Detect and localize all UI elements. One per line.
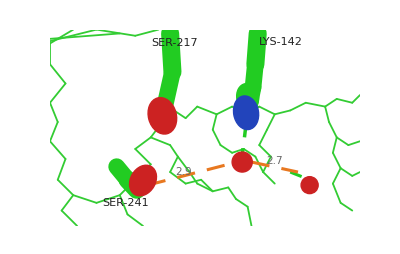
Text: 2.7: 2.7 bbox=[266, 156, 283, 166]
Circle shape bbox=[232, 152, 252, 172]
Text: 2.9: 2.9 bbox=[175, 166, 192, 176]
Text: SER-217: SER-217 bbox=[151, 38, 197, 48]
Ellipse shape bbox=[130, 166, 156, 196]
Text: LYS-142: LYS-142 bbox=[259, 37, 303, 46]
Ellipse shape bbox=[148, 98, 177, 135]
Circle shape bbox=[301, 177, 318, 194]
Ellipse shape bbox=[234, 97, 259, 130]
Text: SER-241: SER-241 bbox=[103, 198, 149, 208]
Ellipse shape bbox=[237, 84, 258, 112]
